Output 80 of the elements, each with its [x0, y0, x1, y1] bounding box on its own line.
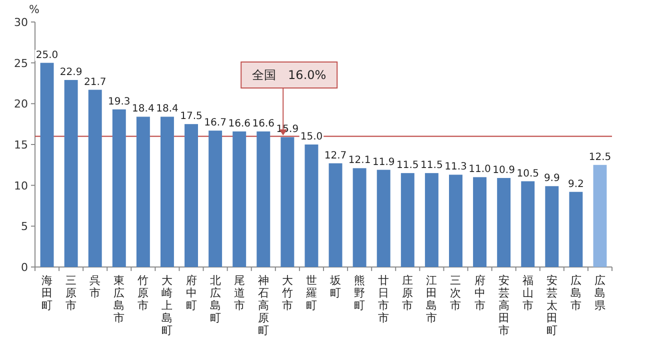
data-label: 11.5 — [396, 160, 419, 172]
x-tick-label: 竹原市 — [138, 274, 149, 312]
bar — [184, 124, 198, 267]
data-label: 17.5 — [180, 111, 202, 122]
bar — [593, 164, 607, 267]
data-label: 16.7 — [204, 118, 226, 129]
data-label: 12.7 — [324, 150, 347, 162]
y-axis-title: % — [29, 3, 40, 16]
x-tick-label: 府中町 — [186, 274, 197, 312]
data-label: 22.9 — [60, 66, 82, 78]
data-label: 19.3 — [108, 96, 130, 108]
y-tick-label: 5 — [21, 220, 28, 234]
bar — [497, 178, 511, 267]
x-tick-label: 江田島市 — [426, 274, 438, 324]
x-tick-label: 熊野町 — [354, 274, 366, 312]
x-tick-label: 坂町 — [329, 274, 342, 300]
bar — [88, 90, 102, 267]
x-tick-label: 海田町 — [42, 274, 53, 312]
x-tick-label: 安芸太田町 — [546, 274, 558, 337]
bar — [280, 137, 294, 267]
y-tick-label: 0 — [21, 261, 28, 274]
x-tick-label: 大竹市 — [282, 274, 293, 312]
x-tick-label: 北広島町 — [210, 274, 221, 324]
x-tick-label: 呉市 — [90, 274, 101, 300]
data-label: 18.4 — [156, 104, 178, 115]
y-tick-label: 25 — [14, 56, 28, 70]
data-label: 25.0 — [36, 50, 58, 61]
bar — [400, 173, 414, 267]
bar — [352, 168, 366, 267]
data-label: 10.9 — [492, 164, 515, 176]
bar — [328, 163, 342, 267]
bar — [136, 116, 150, 267]
bar — [569, 192, 583, 267]
data-label: 15.0 — [300, 132, 323, 142]
bar — [473, 177, 486, 267]
x-tick-label: 三原市 — [66, 274, 77, 312]
x-tick-label: 三次市 — [450, 274, 462, 312]
bar — [304, 144, 318, 267]
x-tick-label: 神石高原町 — [258, 274, 269, 337]
data-label: 18.4 — [132, 104, 154, 115]
data-label: 9.9 — [544, 173, 560, 184]
y-tick-label: 15 — [14, 138, 28, 152]
data-label: 16.6 — [228, 118, 250, 130]
bar — [40, 62, 54, 267]
data-label: 11.3 — [444, 162, 467, 173]
data-label: 11.0 — [468, 164, 491, 176]
x-tick-label: 広島市 — [570, 274, 582, 312]
data-label: 11.9 — [372, 156, 395, 168]
ref-line-label: 全国 16.0% — [252, 68, 326, 82]
bar — [64, 80, 78, 267]
data-label: 10.5 — [516, 168, 539, 180]
x-tick-label: 東広島市 — [114, 274, 125, 324]
y-tick-label: 20 — [14, 98, 28, 111]
data-label: 9.2 — [568, 178, 584, 190]
bar — [521, 181, 535, 267]
bar — [208, 130, 222, 267]
data-label: 11.5 — [420, 160, 443, 172]
x-tick-label: 広島県 — [594, 274, 606, 312]
x-tick-label: 庄原市 — [402, 274, 414, 312]
x-tick-label: 廿日市市 — [378, 274, 390, 324]
data-label: 12.5 — [588, 152, 612, 163]
x-tick-label: 尾道市 — [234, 274, 245, 312]
bar — [545, 186, 559, 267]
bar — [424, 173, 438, 267]
bar — [376, 170, 390, 267]
bar — [112, 109, 126, 267]
x-tick-label: 世羅町 — [306, 274, 317, 312]
bar — [232, 131, 246, 267]
data-label: 12.1 — [348, 155, 371, 166]
x-tick-label: 府中市 — [474, 274, 486, 312]
data-label: 16.6 — [252, 118, 275, 130]
bar — [256, 131, 270, 267]
data-label: 21.7 — [84, 76, 106, 88]
x-tick-label: 大崎上島町 — [162, 274, 173, 337]
x-tick-label: 福山市 — [522, 274, 534, 312]
bar — [160, 116, 174, 267]
bar — [448, 174, 462, 267]
x-tick-label: 安芸高田市 — [498, 274, 510, 337]
y-tick-label: 30 — [14, 16, 28, 29]
y-tick-label: 10 — [14, 179, 28, 192]
